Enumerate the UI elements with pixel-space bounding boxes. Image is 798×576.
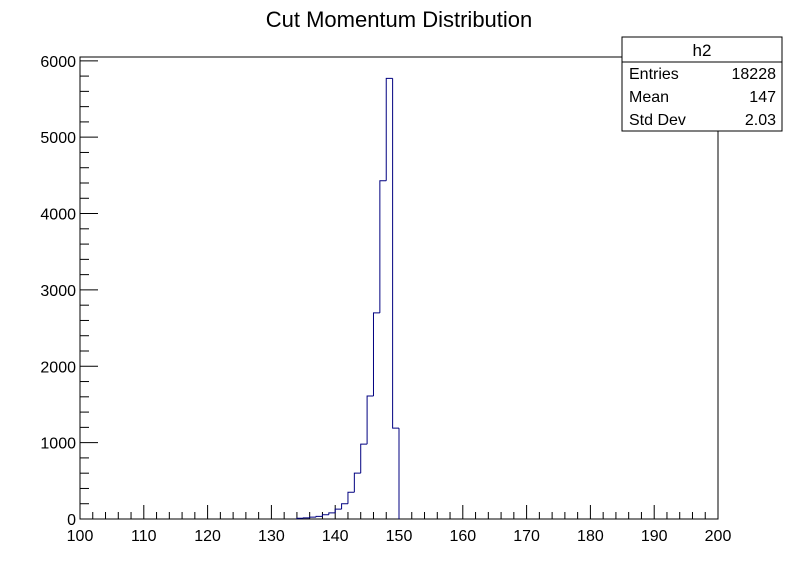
histogram-bin xyxy=(347,491,355,504)
stats-label: Std Dev xyxy=(629,112,686,129)
histogram-bin xyxy=(385,77,393,181)
histogram-bin xyxy=(315,515,323,518)
histogram-bin xyxy=(334,508,342,513)
histogram-series xyxy=(296,77,400,519)
axes: 100 110 120 130 140 150 160 170 180 190 2000100020… xyxy=(40,54,731,545)
stats-box-title: h2 xyxy=(693,41,712,60)
stats-box: h2 Entries 18228 Mean 147 Std Dev 2.03 xyxy=(621,36,783,132)
stats-box-border xyxy=(621,36,783,132)
x-tick-label: 110 xyxy=(131,528,157,545)
histogram-bin xyxy=(309,516,317,518)
histogram-bin xyxy=(353,472,361,493)
y-tick-label: 3000 xyxy=(40,283,76,300)
x-tick-label: 120 xyxy=(194,528,221,545)
x-tick-label: 100 xyxy=(67,528,94,545)
y-tick-label: 6000 xyxy=(40,54,76,71)
stats-value: 2.03 xyxy=(745,112,776,129)
y-tick-label: 0 xyxy=(67,512,76,529)
x-tick-label: 180 xyxy=(577,528,604,545)
histogram-bin xyxy=(360,443,368,474)
histogram-bin xyxy=(341,503,348,510)
histogram-bin xyxy=(328,512,336,515)
histogram-bin xyxy=(296,517,304,519)
x-tick-label: 170 xyxy=(513,528,540,545)
histogram-bin xyxy=(392,78,399,429)
y-tick-label: 5000 xyxy=(40,130,76,147)
histogram-bin xyxy=(366,395,374,445)
x-tick-label: 160 xyxy=(449,528,476,545)
chart-title: Cut Momentum Distribution xyxy=(266,7,533,32)
x-tick-label: 200 xyxy=(705,528,732,545)
x-tick-label: 150 xyxy=(386,528,413,545)
histogram-bin xyxy=(321,514,329,517)
stats-label: Entries xyxy=(629,66,679,83)
x-tick-label: 130 xyxy=(258,528,285,545)
y-tick-label: 1000 xyxy=(40,436,76,453)
histogram-bin xyxy=(372,312,380,397)
y-tick-label: 2000 xyxy=(40,359,76,376)
x-tick-label: 190 xyxy=(641,528,668,545)
y-tick-label: 4000 xyxy=(40,207,76,224)
stats-value: 147 xyxy=(749,89,776,106)
stats-value: 18228 xyxy=(732,66,777,83)
x-tick-label: 140 xyxy=(322,528,349,545)
histogram-bin xyxy=(379,180,387,313)
stats-label: Mean xyxy=(629,89,669,106)
